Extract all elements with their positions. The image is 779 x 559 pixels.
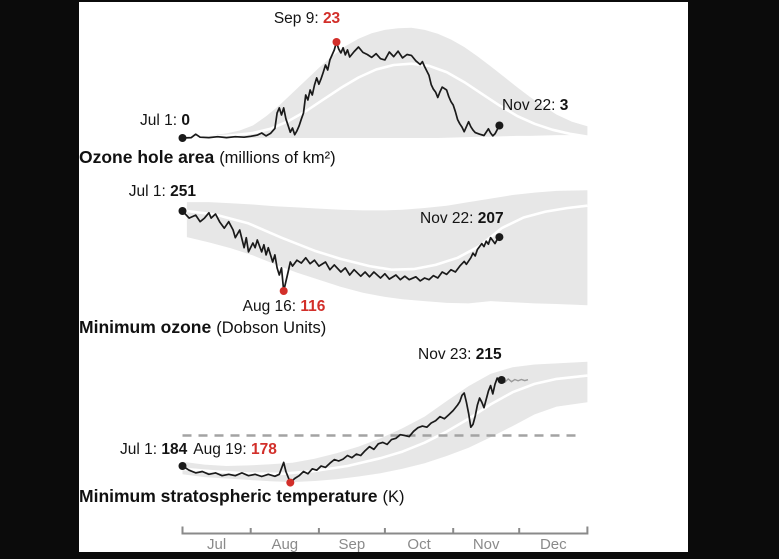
annotation-ozone-min: Aug 16: 116 [243, 298, 326, 315]
annotation-ozone-min-date: Aug 16: [242, 298, 301, 315]
annotation-temp-start-value: 184 [161, 441, 188, 458]
marker-dot-area-1 [332, 38, 341, 46]
annotation-temp-start-date: Jul 1: [120, 441, 162, 458]
annotation-temp-start-min: Jul 1: 184 Aug 19: 178 [120, 441, 277, 458]
annotation-ozone-end: Nov 22: 207 [420, 210, 504, 227]
marker-dot-temp-1 [286, 478, 295, 487]
chart-area [178, 27, 588, 142]
annotation-temp-end: Nov 23: 215 [418, 346, 502, 363]
data-series-line-temp [181, 377, 503, 484]
chart-ozone [178, 190, 588, 306]
climatology-mean-line-ozone [186, 204, 588, 272]
marker-dot-temp-2 [497, 376, 506, 384]
chart-title-temp: Minimum stratospheric temperature (K) [79, 486, 405, 506]
chart-title-temp-units: (K) [382, 488, 405, 506]
annotation-ozone-start-value: 251 [170, 183, 196, 200]
annotation-area-end-value: 3 [559, 97, 569, 114]
annotation-temp-min-value: 178 [250, 441, 277, 458]
month-label-aug: Aug [271, 536, 299, 553]
annotation-temp-end-value: 215 [475, 346, 502, 363]
post-data-line-temp [501, 377, 529, 384]
chart-title-ozone-units: (Dobson Units) [216, 319, 327, 337]
chart-title-area-bold: Ozone hole area [79, 147, 215, 167]
climatology-band-ozone [186, 190, 588, 306]
annotation-area-max: Sep 9: 23 [274, 10, 340, 27]
climatology-mean-line-area [200, 62, 588, 139]
data-series-line-ozone [181, 210, 501, 292]
chart-title-ozone: Minimum ozone (Dobson Units) [79, 317, 327, 337]
chart-title-area: Ozone hole area (millions of km²) [79, 147, 336, 167]
climatology-mean-line-temp [182, 374, 588, 476]
annotation-area-max-date: Sep 9: [273, 10, 323, 27]
chart-temp [178, 361, 588, 487]
month-label-nov: Nov [472, 536, 500, 553]
annotation-ozone-end-date: Nov 22: [420, 210, 478, 227]
annotation-area-start-date: Jul 1: [140, 112, 182, 129]
chart-title-temp-bold: Minimum stratospheric temperature [79, 486, 378, 506]
annotation-temp-min-date: Aug 19: [193, 441, 251, 458]
annotation-ozone-start-date: Jul 1: [128, 183, 171, 200]
marker-dot-ozone-0 [178, 207, 187, 215]
month-axis [181, 526, 589, 535]
month-label-dec: Dec [539, 536, 567, 553]
annotation-area-end: Nov 22: 3 [502, 97, 568, 114]
annotation-temp-end-date: Nov 23: [418, 346, 476, 363]
charts-canvas [178, 27, 589, 535]
annotation-ozone-min-value: 116 [300, 298, 326, 315]
marker-dot-ozone-1 [279, 287, 288, 295]
annotation-ozone-start: Jul 1: 251 [129, 183, 196, 200]
marker-dot-temp-0 [178, 462, 187, 470]
climatology-band-area [200, 27, 588, 138]
month-label-jul: Jul [207, 536, 227, 553]
figure-panel: Sep 9: 23 Jul 1: 0 Nov 22: 3 Ozone hole … [79, 2, 688, 553]
chart-title-area-units: (millions of km²) [219, 149, 336, 167]
annotation-area-max-value: 23 [322, 10, 341, 27]
marker-dot-area-0 [178, 134, 187, 142]
month-label-sep: Sep [338, 536, 366, 553]
annotation-area-start-value: 0 [181, 112, 190, 129]
marker-dot-ozone-2 [495, 233, 504, 242]
month-label-oct: Oct [407, 536, 431, 553]
climatology-band-temp [182, 361, 588, 483]
annotation-area-end-date: Nov 22: [502, 97, 560, 114]
annotation-ozone-end-value: 207 [477, 210, 504, 227]
chart-title-ozone-bold: Minimum ozone [79, 317, 212, 337]
marker-dot-area-2 [495, 121, 504, 130]
annotation-area-start: Jul 1: 0 [140, 112, 190, 129]
data-series-line-area [181, 41, 501, 139]
